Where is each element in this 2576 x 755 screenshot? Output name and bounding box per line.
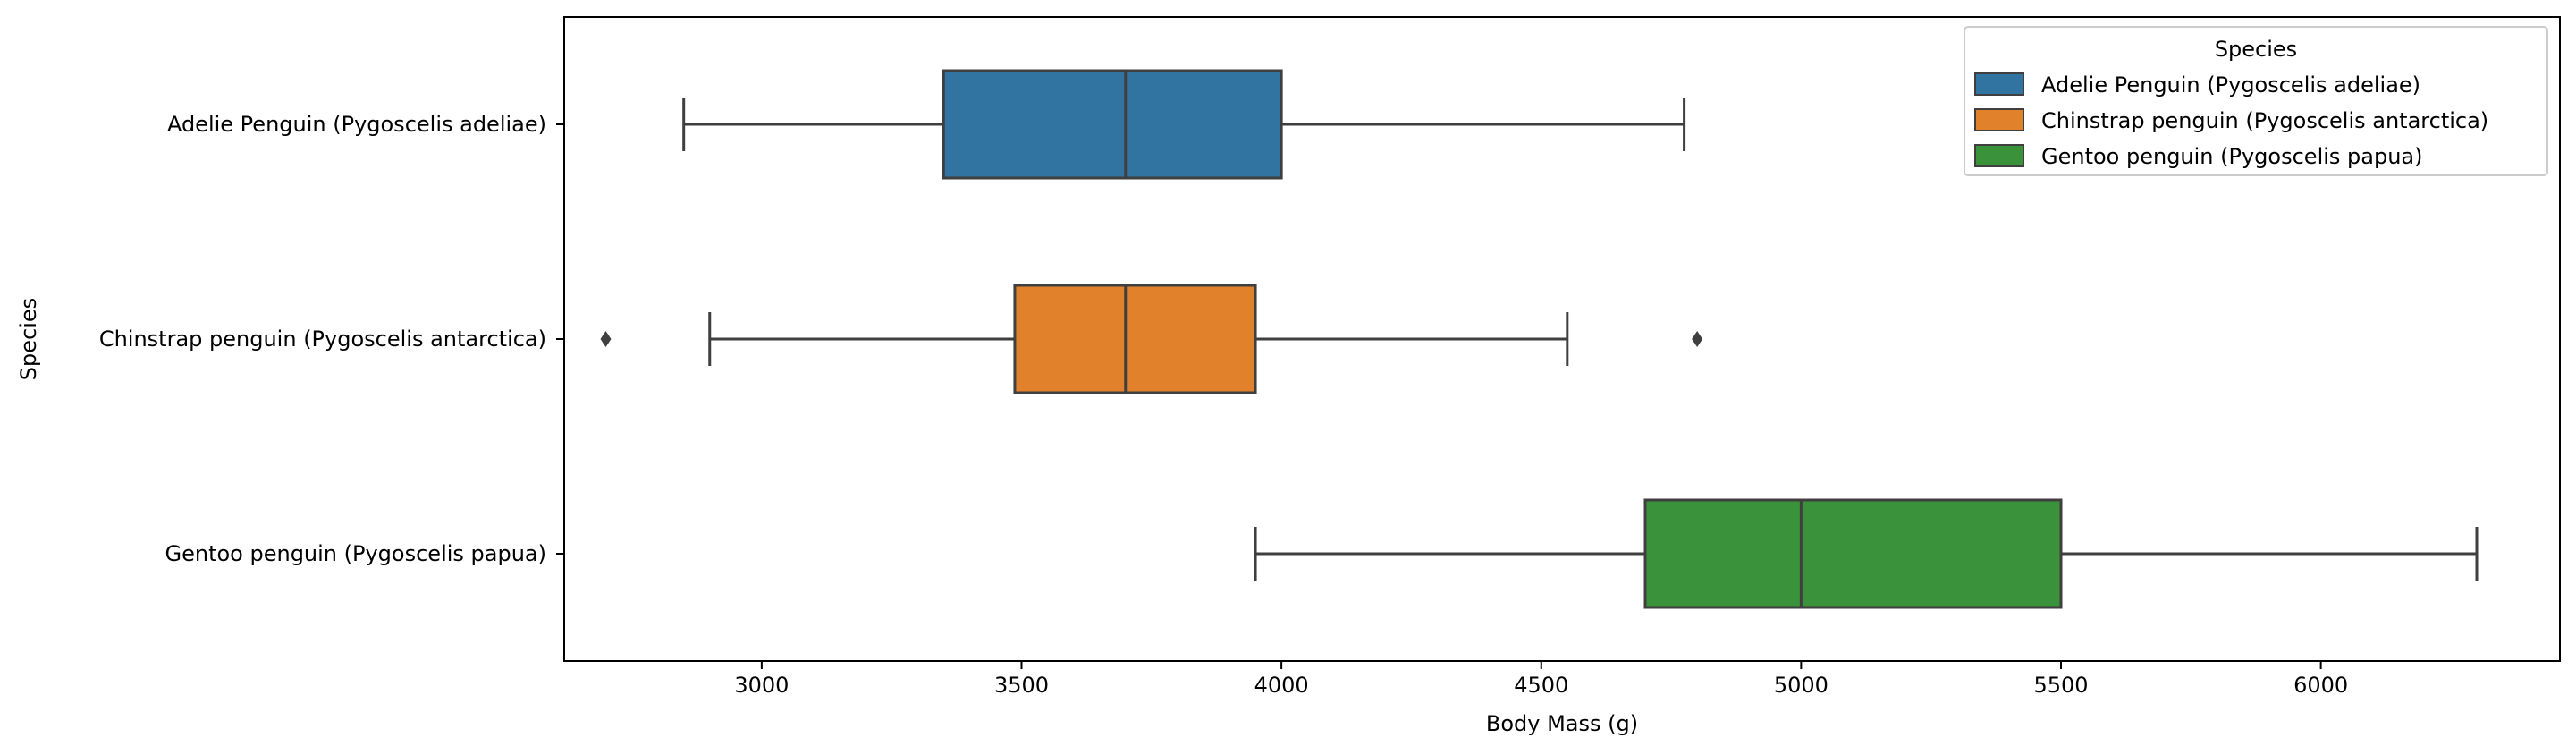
legend-swatch-2 xyxy=(1974,108,2024,131)
y-axis-label: Species xyxy=(16,298,41,380)
legend-title: Species xyxy=(2215,37,2297,62)
x-tick-label-6000: 6000 xyxy=(2293,673,2348,698)
x-tick-label-4000: 4000 xyxy=(1254,673,1309,698)
series-2-outlier-2 xyxy=(1692,331,1703,347)
legend: Species Adelie Penguin (Pygoscelis adelia… xyxy=(1964,26,2548,176)
x-tick-label-3500: 3500 xyxy=(994,673,1049,698)
legend-swatch-3 xyxy=(1974,144,2024,167)
plot-area xyxy=(600,69,2479,609)
series-3-box-group xyxy=(1254,498,2479,609)
legend-frame xyxy=(1964,26,2548,176)
y-tick-label-2: Chinstrap penguin (Pygoscelis antarctica… xyxy=(99,327,546,352)
x-tick-label-5500: 5500 xyxy=(2033,673,2088,698)
x-axis-label: Body Mass (g) xyxy=(1486,711,1638,736)
series-2-box-group xyxy=(600,284,1703,394)
legend-entry-2: Chinstrap penguin (Pygoscelis antarctica… xyxy=(2041,108,2488,133)
x-tick-label-3000: 3000 xyxy=(734,673,789,698)
series-2-iqr-box xyxy=(1013,284,1257,394)
y-axis: Adelie Penguin (Pygoscelis adeliae) Chins… xyxy=(99,112,564,566)
series-1-iqr-box xyxy=(942,69,1283,180)
x-axis: 3000 3500 4000 4500 5000 5500 6000 xyxy=(734,661,2348,698)
x-tick-label-4500: 4500 xyxy=(1514,673,1568,698)
legend-entry-1: Adelie Penguin (Pygoscelis adeliae) xyxy=(2041,72,2420,98)
series-2-outlier-1 xyxy=(600,331,612,347)
legend-swatch-1 xyxy=(1974,72,2024,96)
x-tick-label-5000: 5000 xyxy=(1774,673,1829,698)
y-tick-label-1: Adelie Penguin (Pygoscelis adeliae) xyxy=(167,112,546,137)
legend-entry-3: Gentoo penguin (Pygoscelis papua) xyxy=(2041,144,2423,169)
y-tick-label-3: Gentoo penguin (Pygoscelis papua) xyxy=(165,541,547,566)
series-1-box-group xyxy=(682,69,1686,180)
series-3-iqr-box xyxy=(1643,498,2063,609)
